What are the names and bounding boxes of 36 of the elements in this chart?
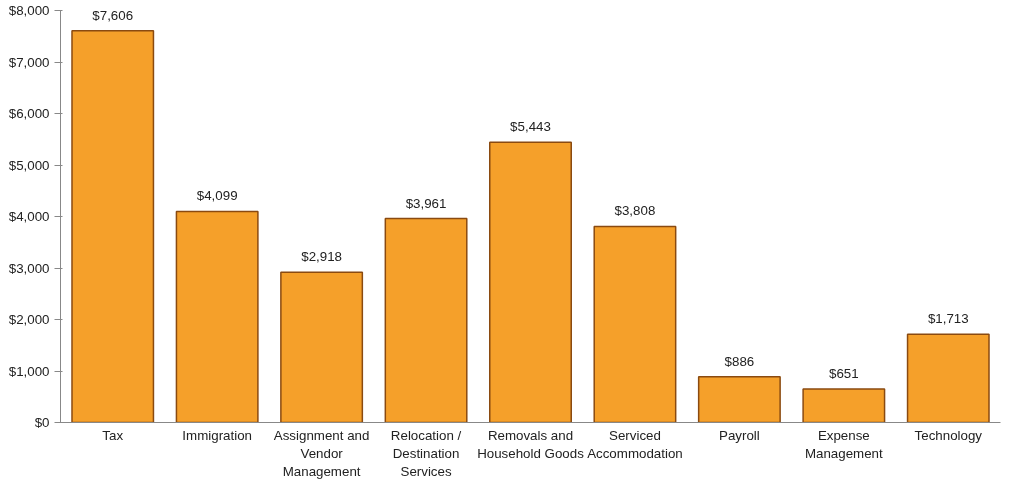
data-label: $5,443: [510, 119, 551, 135]
bar: [280, 271, 364, 423]
x-tick-label: Expense Management: [804, 427, 884, 461]
y-tick-label: $0: [34, 415, 50, 430]
y-tick-label: $5,000: [8, 157, 50, 173]
x-tick-label: Payroll: [719, 427, 760, 443]
bar: [593, 225, 677, 423]
y-tick-label: $8,000: [8, 3, 50, 18]
x-tick-label: Removals and Household Goods: [477, 427, 585, 461]
bar: [71, 30, 155, 423]
data-label: $3,808: [614, 203, 656, 219]
y-tick-label: $6,000: [8, 106, 50, 121]
bar: [802, 388, 886, 423]
data-label: $3,961: [405, 195, 447, 211]
x-tick-label: Immigration: [182, 427, 252, 443]
data-label: $651: [829, 365, 859, 381]
y-tick-label: $4,000: [8, 209, 50, 224]
y-tick-label: $2,000: [8, 312, 50, 327]
data-label: $7,606: [92, 7, 134, 23]
data-label: $1,713: [927, 311, 969, 327]
bar: [175, 210, 259, 423]
y-tick-label: $7,000: [8, 54, 50, 70]
bar: [384, 217, 468, 423]
data-label: $2,918: [301, 249, 342, 265]
y-tick-label: $1,000: [8, 363, 50, 379]
bar: [489, 141, 572, 423]
data-label: $4,099: [196, 188, 238, 204]
x-tick-label: Serviced Accommodation: [587, 427, 683, 461]
x-tick-label: Tax: [102, 427, 124, 443]
data-label: $886: [724, 353, 755, 369]
bar: [697, 376, 781, 423]
y-tick-label: $3,000: [8, 260, 50, 276]
x-tick-label: Technology: [914, 427, 983, 443]
bar: [906, 333, 990, 423]
x-tick-label: Assignment and Vendor Management: [273, 427, 370, 479]
x-tick-label: Relocation / Destination Services: [390, 427, 462, 479]
